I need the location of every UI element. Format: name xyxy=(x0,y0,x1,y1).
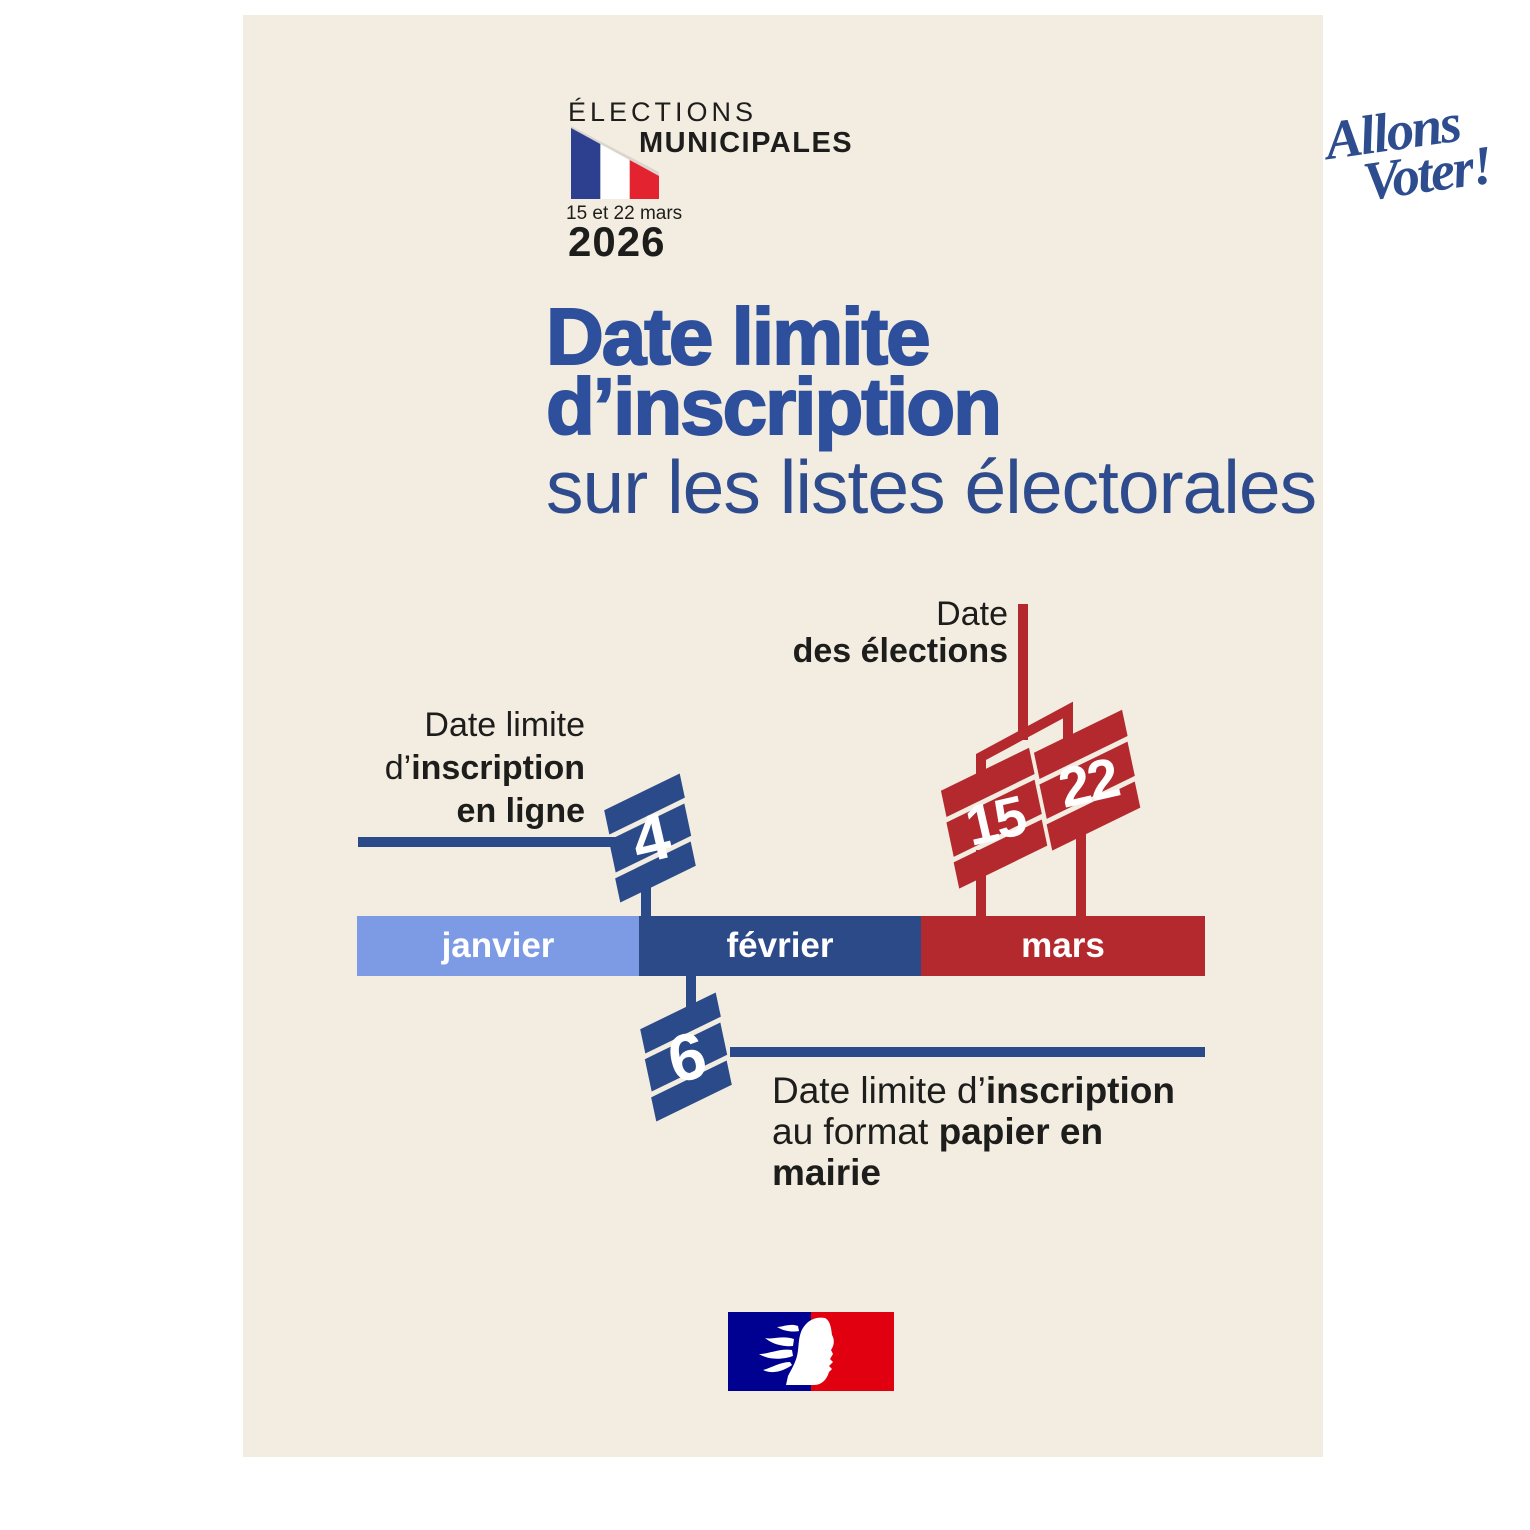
note-online-deadline: Date limite d’inscription en ligne xyxy=(303,704,585,833)
french-flag-icon xyxy=(571,126,659,199)
note-paper-deadline: Date limite d’inscription au format papi… xyxy=(772,1070,1222,1193)
title-line3: sur les listes électorales xyxy=(546,445,1317,529)
brand-elections-label: ÉLECTIONS xyxy=(568,97,758,127)
note-online-line3-bold: en ligne xyxy=(456,792,585,830)
note-online-line2-bold: inscription xyxy=(411,749,585,787)
note-elections-bold: des élections xyxy=(792,632,1008,670)
note-elections-light: Date xyxy=(936,595,1008,633)
marianne-government-logo-icon xyxy=(728,1312,894,1391)
timeline-month-janvier: janvier xyxy=(357,916,639,976)
month-label-fevrier: février xyxy=(726,926,834,965)
note-online-line1: Date limite xyxy=(424,706,585,744)
note-online-line2-light: d’ xyxy=(384,749,412,787)
note-paper-line2-bold: papier en mairie xyxy=(772,1111,1104,1193)
note-paper-line2-light: au format xyxy=(772,1111,939,1152)
timeline-month-fevrier: février xyxy=(639,916,921,976)
brand-municipales-label: MUNICIPALES xyxy=(639,127,854,159)
brand-dates-label: 15 et 22 mars xyxy=(566,203,683,224)
brand-year-label: 2026 xyxy=(568,218,666,265)
month-label-janvier: janvier xyxy=(441,926,555,965)
timeline-month-mars: mars xyxy=(921,916,1205,976)
page-title: Date limite d’inscription sur les listes… xyxy=(545,292,1317,529)
allons-voter-logo: Allons Voter! xyxy=(1321,92,1496,213)
title-line2: d’inscription xyxy=(545,362,1003,451)
note-paper-line1-light: Date limite d’ xyxy=(772,1070,986,1111)
poster-card: ÉLECTIONS MUNICIPALES 15 et 22 mars 2026… xyxy=(243,15,1495,1457)
note-election-dates: Date des élections xyxy=(738,596,1008,670)
month-label-mars: mars xyxy=(1021,926,1105,965)
allons-voter-line2: Voter! xyxy=(1359,133,1496,213)
note-paper-line1-bold: inscription xyxy=(985,1070,1175,1111)
title-line1: Date limite xyxy=(545,292,932,381)
